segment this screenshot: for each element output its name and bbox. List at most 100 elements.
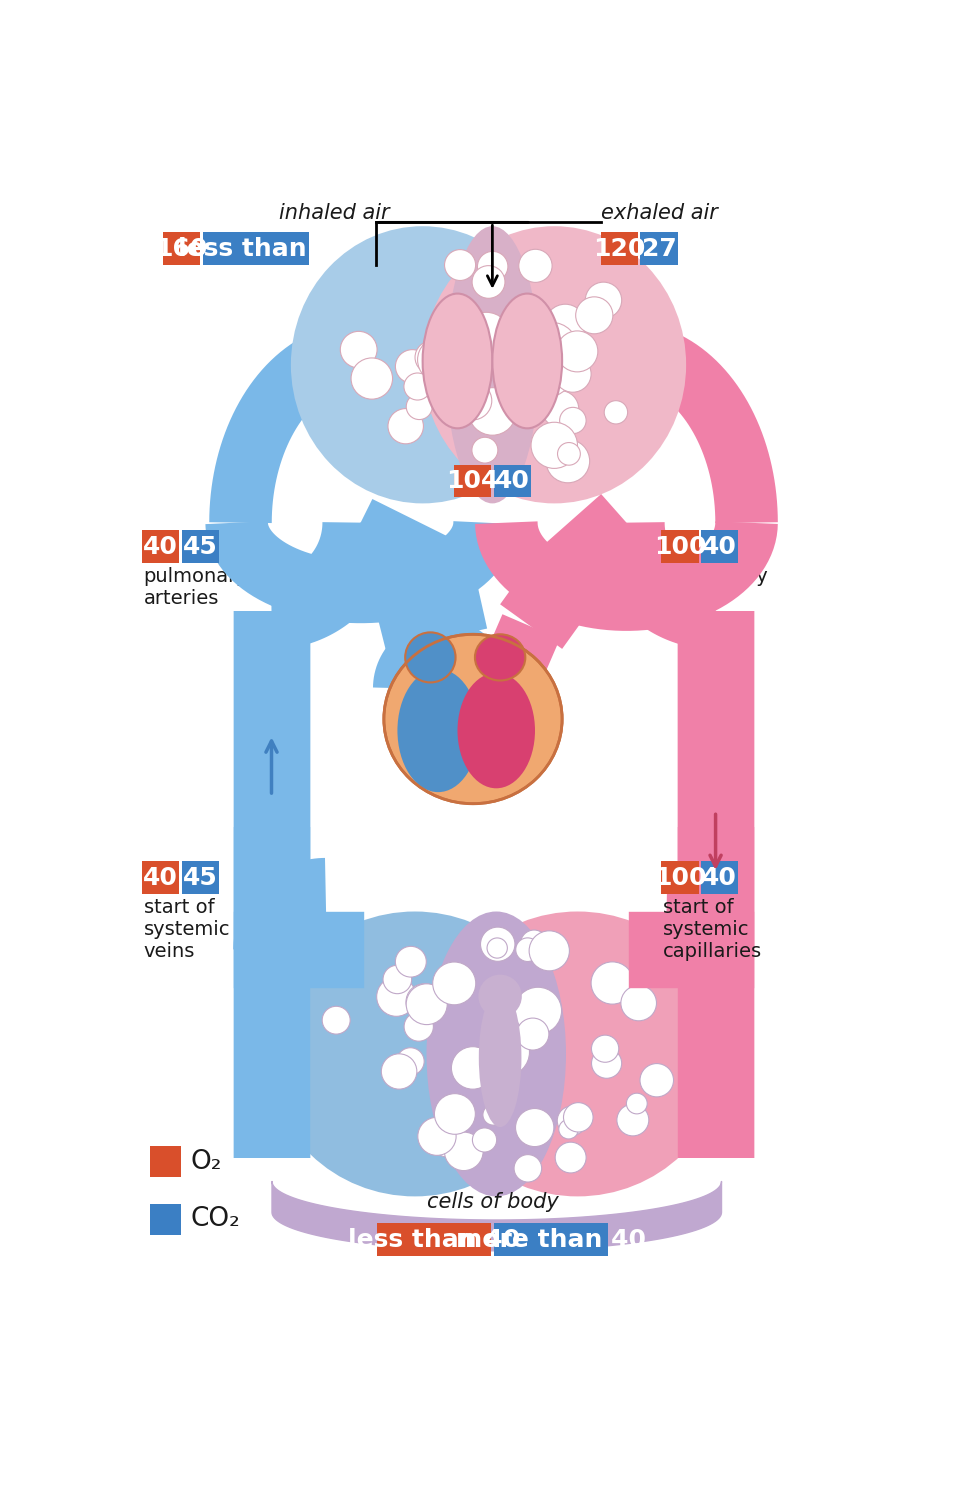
Circle shape [558,442,581,465]
Circle shape [563,1102,593,1132]
FancyBboxPatch shape [701,861,738,894]
Circle shape [453,381,492,420]
Text: more than 40: more than 40 [455,1227,646,1251]
FancyBboxPatch shape [640,232,678,264]
Circle shape [617,1104,649,1136]
Text: start of
systemic
capillaries: start of systemic capillaries [663,898,762,962]
Ellipse shape [430,912,725,1197]
Ellipse shape [457,674,535,789]
Circle shape [560,408,586,434]
Text: 40: 40 [495,470,530,494]
Circle shape [591,962,634,1004]
Circle shape [383,964,411,993]
Text: O₂: O₂ [190,1149,221,1174]
Text: 40: 40 [702,534,737,558]
Circle shape [472,438,498,464]
Circle shape [478,252,508,282]
Circle shape [515,1108,554,1146]
Circle shape [396,946,427,976]
FancyBboxPatch shape [454,465,491,496]
FancyBboxPatch shape [150,1204,181,1234]
Circle shape [526,322,578,374]
Circle shape [452,1047,494,1089]
FancyBboxPatch shape [662,531,698,562]
Circle shape [542,390,579,427]
Text: cells of body: cells of body [427,1192,559,1212]
Circle shape [514,1155,541,1182]
Text: less than 40: less than 40 [348,1227,520,1251]
Circle shape [517,1019,549,1050]
Circle shape [531,422,578,468]
Circle shape [406,984,442,1020]
Circle shape [431,308,458,334]
Circle shape [446,333,493,380]
Text: 160: 160 [155,237,208,261]
FancyBboxPatch shape [377,1224,491,1256]
Circle shape [473,1128,497,1152]
Circle shape [403,374,431,400]
Text: start of
systemic
veins: start of systemic veins [143,898,230,962]
FancyBboxPatch shape [494,465,531,496]
Circle shape [591,1048,622,1078]
Ellipse shape [446,226,539,504]
Text: 45: 45 [183,534,218,558]
FancyBboxPatch shape [163,232,200,264]
Ellipse shape [398,669,479,792]
Text: 40: 40 [702,865,737,889]
Circle shape [640,1064,673,1096]
Circle shape [396,350,429,382]
FancyBboxPatch shape [150,1146,181,1178]
Text: 40: 40 [143,865,178,889]
Ellipse shape [475,634,525,681]
Ellipse shape [479,988,521,1126]
Circle shape [479,975,522,1018]
Ellipse shape [427,912,566,1197]
Text: inhaled air: inhaled air [279,202,390,223]
Text: 100: 100 [654,865,706,889]
Circle shape [495,1060,520,1086]
Circle shape [623,982,649,1008]
Text: pulmonary
veins: pulmonary veins [663,567,768,609]
Circle shape [381,1054,417,1089]
Text: 40: 40 [143,534,178,558]
Circle shape [388,408,424,444]
Circle shape [406,393,432,420]
FancyBboxPatch shape [143,531,179,562]
Circle shape [472,266,505,298]
Circle shape [404,1013,433,1041]
Circle shape [434,1094,476,1134]
Circle shape [545,304,586,345]
Circle shape [556,1142,586,1173]
Circle shape [621,986,657,1022]
Circle shape [432,962,476,1005]
Text: inside alveoli: inside alveoli [429,442,556,460]
Circle shape [406,984,447,1024]
Circle shape [521,930,548,957]
Circle shape [461,312,510,362]
FancyBboxPatch shape [701,531,738,562]
Ellipse shape [423,294,492,429]
Text: 27: 27 [641,237,676,261]
Text: CO₂: CO₂ [190,1206,240,1233]
Text: 120: 120 [593,237,645,261]
Circle shape [481,927,515,962]
Ellipse shape [405,633,455,682]
FancyBboxPatch shape [662,861,698,894]
Circle shape [444,1132,483,1170]
Ellipse shape [384,634,562,804]
Circle shape [576,297,612,334]
Ellipse shape [423,226,686,504]
Circle shape [418,1118,456,1155]
Circle shape [418,338,463,382]
Circle shape [487,938,508,958]
Circle shape [431,1126,462,1156]
Circle shape [516,938,539,962]
Circle shape [586,282,622,318]
FancyBboxPatch shape [202,232,308,264]
Text: 45: 45 [183,865,218,889]
Ellipse shape [268,912,562,1197]
FancyBboxPatch shape [494,1224,609,1256]
Circle shape [340,332,377,368]
Text: exhaled air: exhaled air [601,202,717,223]
FancyBboxPatch shape [182,531,219,562]
